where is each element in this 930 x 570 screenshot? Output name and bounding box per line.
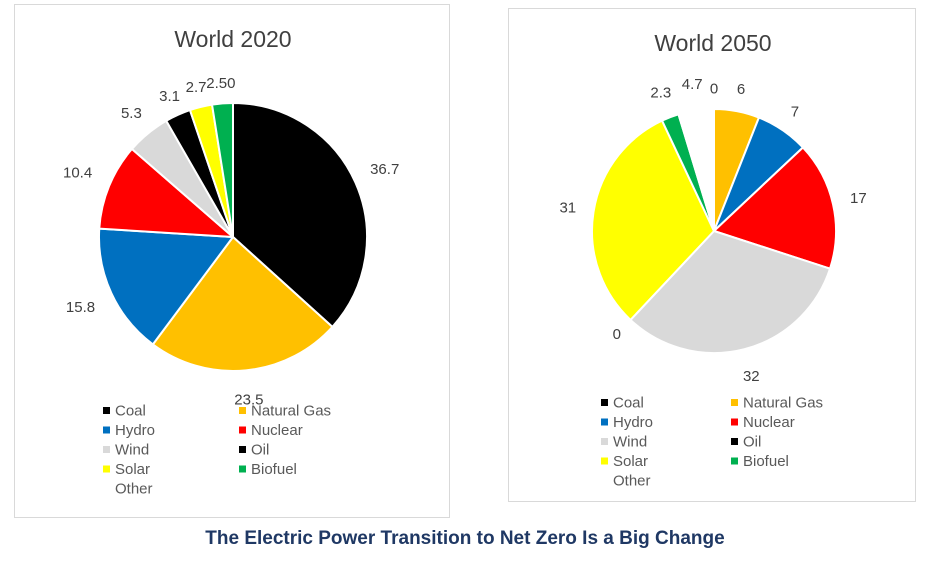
pie-chart-2020: World 2020 36.7 23.5 15.8 10.4 5.3 3.1 2.7 2.50… bbox=[63, 26, 399, 498]
data-label-biofuel-2020: 2.50 bbox=[206, 75, 235, 92]
pie-slice-nuclear-2020 bbox=[98, 148, 234, 238]
legend-item-coal-2050: Coal bbox=[601, 395, 644, 412]
legend-item-oil-2020: Oil bbox=[239, 442, 269, 459]
legend-swatch-other-2050 bbox=[601, 477, 608, 484]
legend-swatch-coal-2020 bbox=[103, 407, 110, 414]
legend-swatch-coal-2050 bbox=[601, 399, 608, 406]
legend-item-other-2050: Other bbox=[601, 473, 651, 490]
chart-panel-2020: World 2020 36.7 23.5 15.8 10.4 5.3 3.1 2.7 2.50… bbox=[14, 4, 450, 518]
pie-slice-hydro-2020 bbox=[98, 227, 234, 346]
legend-item-other-2020: Other bbox=[103, 481, 153, 498]
pie-slice-coal-2020 bbox=[232, 102, 368, 328]
legend-item-solar-2020: Solar bbox=[103, 461, 150, 478]
legend-label-natural-gas-2050: Natural Gas bbox=[743, 395, 823, 412]
data-label-wind-2050: 32 bbox=[743, 368, 760, 385]
legend-label-coal-2050: Coal bbox=[613, 395, 644, 412]
legend-item-hydro-2020: Hydro bbox=[103, 422, 155, 439]
legend-label-oil-2050: Oil bbox=[743, 434, 761, 451]
legend-label-wind-2050: Wind bbox=[613, 434, 647, 451]
pie-slice-solar-2050 bbox=[591, 119, 715, 321]
legend-item-oil-2050: Oil bbox=[731, 434, 761, 451]
legend-swatch-solar-2020 bbox=[103, 465, 110, 473]
pie-slice-natural-gas-2020 bbox=[151, 236, 334, 372]
data-label-oil-2050: 0 bbox=[613, 326, 621, 343]
legend-swatch-natural-gas-2020 bbox=[239, 407, 246, 414]
legend-swatch-oil-2020 bbox=[239, 446, 246, 453]
legend-item-coal-2020: Coal bbox=[103, 403, 146, 420]
legend-item-biofuel-2020: Biofuel bbox=[239, 461, 297, 478]
legend-label-solar-2020: Solar bbox=[115, 461, 150, 478]
legend-swatch-wind-2050 bbox=[601, 438, 608, 445]
chart-title-2050: World 2050 bbox=[654, 30, 771, 56]
data-label-natural-gas-2020: 23.5 bbox=[234, 392, 263, 409]
data-label-coal-2020: 36.7 bbox=[370, 161, 399, 178]
data-label-hydro-2050: 7 bbox=[791, 103, 799, 120]
legend-item-natural-gas-2020: Natural Gas bbox=[239, 403, 331, 420]
legend-label-nuclear-2020: Nuclear bbox=[251, 422, 303, 439]
figure-caption: The Electric Power Transition to Net Zer… bbox=[205, 528, 725, 549]
data-label-nuclear-2020: 10.4 bbox=[63, 165, 92, 182]
pie-slice-other-2050 bbox=[677, 108, 715, 232]
pie-slice-nuclear-2050 bbox=[713, 146, 837, 270]
legend-swatch-hydro-2050 bbox=[601, 418, 608, 426]
legend-swatch-nuclear-2020 bbox=[239, 426, 246, 434]
legend-label-biofuel-2020: Biofuel bbox=[251, 461, 297, 478]
legend-swatch-solar-2050 bbox=[601, 457, 608, 465]
data-label-nuclear-2050: 17 bbox=[850, 190, 867, 207]
data-label-coal-2050: 0 bbox=[710, 81, 718, 98]
pie-chart-2050: World 2050 0 6 7 17 32 0 31 2.3 4.7 Coal Natural … bbox=[559, 30, 867, 490]
legend-label-nuclear-2050: Nuclear bbox=[743, 414, 795, 431]
legend-swatch-nuclear-2050 bbox=[731, 418, 738, 426]
legend-item-hydro-2050: Hydro bbox=[601, 414, 653, 431]
data-label-wind-2020: 5.3 bbox=[121, 105, 142, 122]
legend-swatch-other-2020 bbox=[103, 485, 110, 492]
data-label-hydro-2020: 15.8 bbox=[66, 299, 95, 316]
legend-swatch-natural-gas-2050 bbox=[731, 399, 738, 406]
data-label-solar-2050: 31 bbox=[559, 199, 576, 216]
legend-label-coal-2020: Coal bbox=[115, 403, 146, 420]
data-label-natural-gas-2050: 6 bbox=[737, 81, 745, 98]
data-label-solar-2020: 2.7 bbox=[186, 79, 207, 96]
chart-title-2020: World 2020 bbox=[174, 26, 291, 52]
pie-slice-biofuel-2020 bbox=[211, 102, 234, 238]
legend-swatch-biofuel-2050 bbox=[731, 457, 738, 465]
legend-item-solar-2050: Solar bbox=[601, 453, 648, 470]
legend-label-hydro-2020: Hydro bbox=[115, 422, 155, 439]
legend-item-biofuel-2050: Biofuel bbox=[731, 453, 789, 470]
legend-swatch-hydro-2020 bbox=[103, 426, 110, 434]
legend-label-wind-2020: Wind bbox=[115, 442, 149, 459]
legend-label-biofuel-2050: Biofuel bbox=[743, 453, 789, 470]
chart-panel-2050: World 2050 0 6 7 17 32 0 31 2.3 4.7 Coal Natural … bbox=[508, 8, 916, 502]
legend-label-hydro-2050: Hydro bbox=[613, 414, 653, 431]
legend-label-other-2050: Other bbox=[613, 473, 651, 490]
legend-swatch-wind-2020 bbox=[103, 446, 110, 453]
legend-label-oil-2020: Oil bbox=[251, 442, 269, 459]
legend-label-other-2020: Other bbox=[115, 481, 153, 498]
legend-item-nuclear-2050: Nuclear bbox=[731, 414, 795, 431]
legend-label-natural-gas-2020: Natural Gas bbox=[251, 403, 331, 420]
data-label-other-2050: 4.7 bbox=[682, 76, 703, 93]
data-label-oil-2020: 3.1 bbox=[159, 88, 180, 105]
data-label-biofuel-2050: 2.3 bbox=[650, 84, 671, 101]
legend-item-wind-2050: Wind bbox=[601, 434, 647, 451]
legend-item-nuclear-2020: Nuclear bbox=[239, 422, 303, 439]
legend-swatch-oil-2050 bbox=[731, 438, 738, 445]
legend-swatch-biofuel-2020 bbox=[239, 465, 246, 473]
legend-item-natural-gas-2050: Natural Gas bbox=[731, 395, 823, 412]
pie-slice-wind-2050 bbox=[629, 230, 832, 354]
legend-label-solar-2050: Solar bbox=[613, 453, 648, 470]
legend-item-wind-2020: Wind bbox=[103, 442, 149, 459]
